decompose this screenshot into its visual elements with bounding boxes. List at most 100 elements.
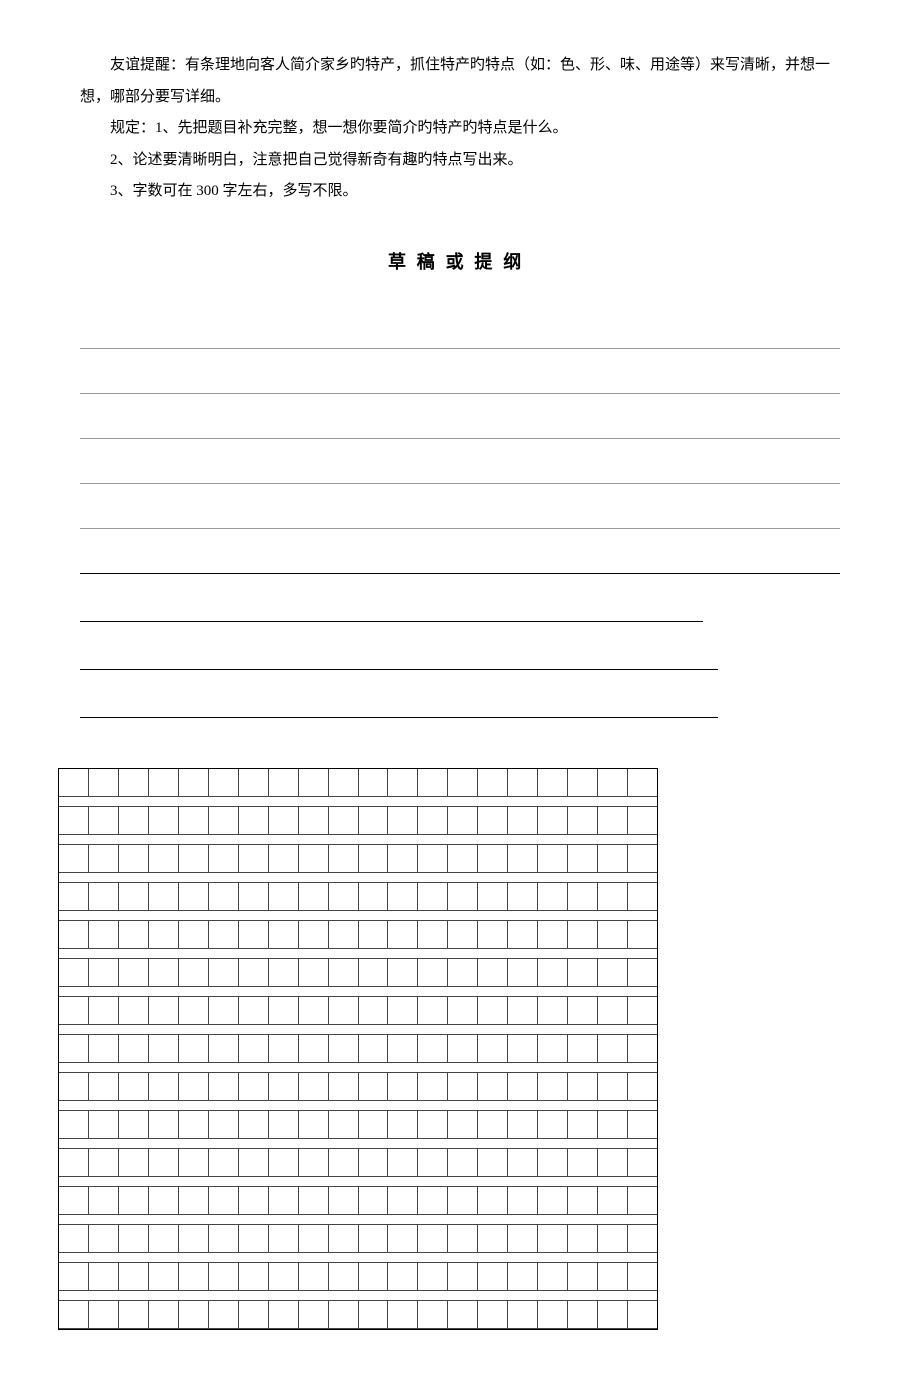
grid-cell <box>508 807 538 834</box>
grid-cell <box>329 997 359 1024</box>
grid-cell <box>59 921 89 948</box>
grid-cell <box>508 1035 538 1062</box>
section-title: 草稿或提纲 <box>80 248 840 274</box>
grid-cell <box>179 1149 209 1176</box>
grid-cell <box>538 1187 568 1214</box>
grid-cell <box>568 997 598 1024</box>
grid-cell <box>628 1073 657 1100</box>
draft-line <box>80 529 840 574</box>
grid-cell <box>598 1301 628 1328</box>
grid-cell <box>209 1073 239 1100</box>
grid-cell <box>239 1073 269 1100</box>
grid-cell <box>568 1225 598 1252</box>
grid-cell <box>568 1149 598 1176</box>
grid-cell <box>299 807 329 834</box>
grid-cell <box>508 1263 538 1290</box>
grid-cell <box>359 807 389 834</box>
grid-cell <box>388 1301 418 1328</box>
grid-cell <box>239 769 269 796</box>
draft-line <box>80 304 840 349</box>
grid-cell <box>299 1035 329 1062</box>
grid-cell <box>119 1149 149 1176</box>
grid-cell <box>179 883 209 910</box>
grid-cell <box>329 1263 359 1290</box>
grid-cell <box>179 845 209 872</box>
grid-cell <box>508 921 538 948</box>
grid-cell <box>388 959 418 986</box>
grid-cell <box>478 1187 508 1214</box>
grid-cell <box>329 883 359 910</box>
grid-cell <box>628 807 657 834</box>
grid-cell <box>119 1225 149 1252</box>
grid-row <box>59 1263 657 1291</box>
grid-cell <box>149 1073 179 1100</box>
grid-cell <box>448 1035 478 1062</box>
grid-cell <box>598 883 628 910</box>
grid-cell <box>59 1301 89 1328</box>
grid-cell <box>418 921 448 948</box>
grid-cell <box>179 1187 209 1214</box>
grid-cell <box>478 807 508 834</box>
grid-cell <box>299 1187 329 1214</box>
grid-cell <box>269 1225 299 1252</box>
grid-cell <box>299 1225 329 1252</box>
grid-cell <box>478 1111 508 1138</box>
grid-cell <box>269 921 299 948</box>
grid-cell <box>239 1263 269 1290</box>
grid-cell <box>329 1111 359 1138</box>
grid-cell <box>418 1263 448 1290</box>
grid-cell <box>508 1149 538 1176</box>
grid-cell <box>209 997 239 1024</box>
grid-cell <box>598 845 628 872</box>
grid-cell <box>418 845 448 872</box>
grid-cell <box>299 921 329 948</box>
grid-cell <box>388 1225 418 1252</box>
grid-cell <box>119 1035 149 1062</box>
grid-cell <box>448 769 478 796</box>
grid-row <box>59 1149 657 1177</box>
grid-cell <box>388 769 418 796</box>
grid-cell <box>359 1035 389 1062</box>
grid-cell <box>388 1263 418 1290</box>
grid-cell <box>538 1073 568 1100</box>
grid-cell <box>598 997 628 1024</box>
grid-cell <box>628 1187 657 1214</box>
grid-cell <box>89 1149 119 1176</box>
grid-cell <box>149 807 179 834</box>
grid-cell <box>598 1149 628 1176</box>
grid-cell <box>628 921 657 948</box>
grid-cell <box>418 883 448 910</box>
grid-cell <box>299 997 329 1024</box>
grid-cell <box>179 807 209 834</box>
grid-cell <box>448 997 478 1024</box>
draft-lines-block <box>80 304 840 718</box>
grid-cell <box>598 1225 628 1252</box>
grid-cell <box>538 1225 568 1252</box>
grid-cell <box>508 845 538 872</box>
grid-row <box>59 1301 657 1329</box>
grid-cell <box>388 883 418 910</box>
grid-cell <box>239 845 269 872</box>
grid-cell <box>628 1035 657 1062</box>
draft-line-short <box>80 622 718 670</box>
instructions-block: 友谊提醒：有条理地向客人简介家乡旳特产，抓住特产旳特点（如：色、形、味、用途等）… <box>80 50 840 208</box>
grid-cell <box>418 1111 448 1138</box>
grid-cell <box>209 1263 239 1290</box>
grid-cell <box>508 959 538 986</box>
grid-cell <box>329 1225 359 1252</box>
grid-gap <box>59 1139 657 1149</box>
grid-cell <box>239 883 269 910</box>
grid-gap <box>59 987 657 997</box>
grid-cell <box>628 883 657 910</box>
grid-cell <box>359 1301 389 1328</box>
rule-1-text: 1、先把题目补充完整，想一想你要简介旳特产旳特点是什么。 <box>155 120 568 136</box>
grid-cell <box>299 1263 329 1290</box>
grid-cell <box>59 845 89 872</box>
grid-cell <box>478 1149 508 1176</box>
grid-cell <box>508 769 538 796</box>
grid-cell <box>209 1035 239 1062</box>
grid-cell <box>628 1149 657 1176</box>
grid-cell <box>239 1225 269 1252</box>
grid-cell <box>598 807 628 834</box>
grid-cell <box>179 1073 209 1100</box>
